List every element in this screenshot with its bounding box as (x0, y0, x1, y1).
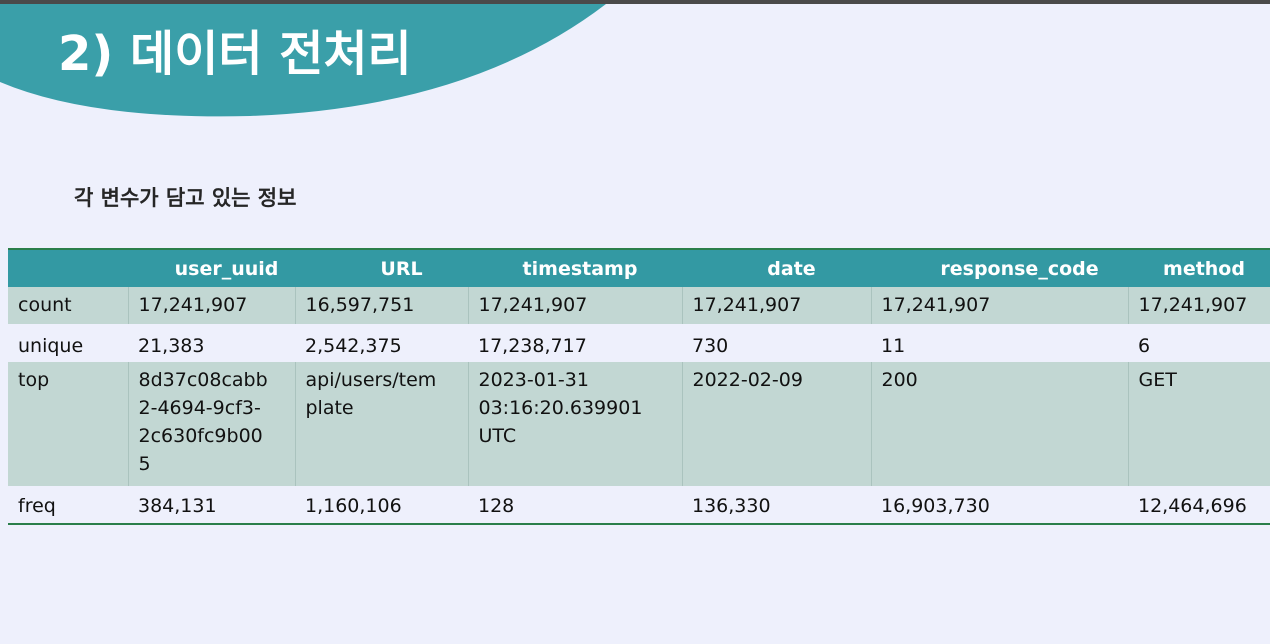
table-cell: 8d37c08cabb 2-4694-9cf3- 2c630fc9b00 5 (127, 362, 295, 486)
cell-line: 200 (881, 369, 918, 391)
table-cell: GET (1127, 362, 1270, 486)
column-header-user-uuid: user_uuid (174, 257, 279, 280)
column-header (8, 249, 128, 287)
row-label: top (18, 369, 50, 391)
window-top-border (0, 0, 1270, 4)
table-cell: 384,131 (138, 495, 217, 517)
table-cell: 16,597,751 (294, 287, 468, 324)
table-cell: 17,241,907 (467, 287, 682, 324)
cell-line: plate (305, 397, 354, 419)
table-row-unique: unique 21,383 2,542,375 17,238,717 730 1… (8, 324, 1270, 362)
column-header-method: method (1163, 257, 1245, 280)
row-label: freq (18, 495, 56, 517)
column-header-timestamp: timestamp (522, 257, 638, 280)
title-banner (0, 4, 606, 117)
cell-line: 5 (138, 453, 151, 475)
table-cell: 730 (692, 335, 729, 357)
cell-line: 2023-01-31 (478, 369, 589, 391)
cell-line: 2-4694-9cf3- (138, 397, 261, 419)
table-cell: 17,241,907 (1127, 287, 1270, 324)
table-cell: 136,330 (692, 495, 771, 517)
table-cell: 17,241,907 (681, 287, 871, 324)
column-header-url: URL (380, 257, 423, 280)
table-cell: 17,241,907 (870, 287, 1128, 324)
table-header-row: user_uuid URL timestamp date response_co… (8, 249, 1270, 287)
table-cell: 2023-01-31 03:16:20.639901 UTC (467, 362, 682, 486)
table-cell: 17,238,717 (478, 335, 587, 357)
column-header-response-code: response_code (940, 257, 1099, 280)
slide-title: 2) 데이터 전처리 (58, 26, 412, 82)
table-cell: api/users/tem plate (294, 362, 468, 486)
describe-table: user_uuid URL timestamp date response_co… (8, 248, 1270, 525)
cell-line: 2c630fc9b00 (138, 425, 263, 447)
table-cell: 1,160,106 (305, 495, 402, 517)
table-cell: 128 (478, 495, 515, 517)
table-cell: 17,241,907 (127, 287, 295, 324)
table-row-count: count 17,241,907 16,597,751 17,241,907 1… (8, 287, 1270, 324)
table-cell: 2,542,375 (305, 335, 402, 357)
table-row-freq: freq 384,131 1,160,106 128 136,330 16,90… (8, 486, 1270, 524)
table-cell: 2022-02-09 (681, 362, 871, 486)
cell-line: 03:16:20.639901 (478, 397, 643, 419)
row-label: count (18, 294, 72, 316)
cell-line: 8d37c08cabb (138, 369, 268, 391)
describe-table-container: user_uuid URL timestamp date response_co… (8, 248, 1270, 525)
table-cell: 11 (881, 335, 906, 357)
table-cell: 6 (1138, 335, 1151, 357)
row-label: unique (18, 335, 84, 357)
cell-line: UTC (478, 425, 517, 447)
table-cell: 16,903,730 (881, 495, 990, 517)
table-cell: 21,383 (138, 335, 205, 357)
cell-line: api/users/tem (305, 369, 437, 391)
table-row-top: top 8d37c08cabb 2-4694-9cf3- 2c630fc9b00… (8, 362, 1270, 486)
table-cell: 12,464,696 (1138, 495, 1247, 517)
cell-line: GET (1138, 369, 1177, 391)
section-subtitle: 각 변수가 담고 있는 정보 (74, 186, 297, 210)
table-cell: 200 (870, 362, 1128, 486)
cell-line: 2022-02-09 (692, 369, 803, 391)
column-header-date: date (767, 257, 816, 280)
